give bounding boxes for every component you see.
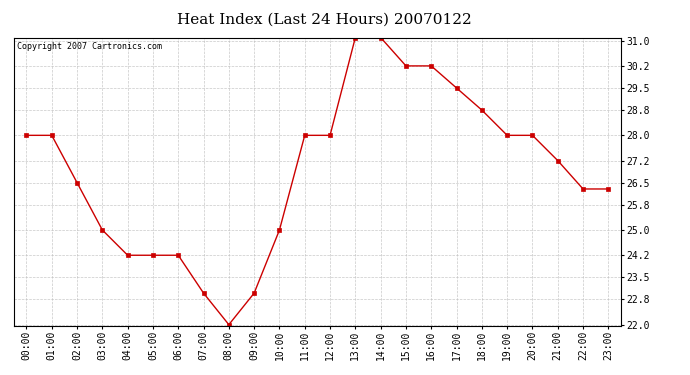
Text: Heat Index (Last 24 Hours) 20070122: Heat Index (Last 24 Hours) 20070122	[177, 13, 472, 27]
Text: Copyright 2007 Cartronics.com: Copyright 2007 Cartronics.com	[17, 42, 162, 51]
